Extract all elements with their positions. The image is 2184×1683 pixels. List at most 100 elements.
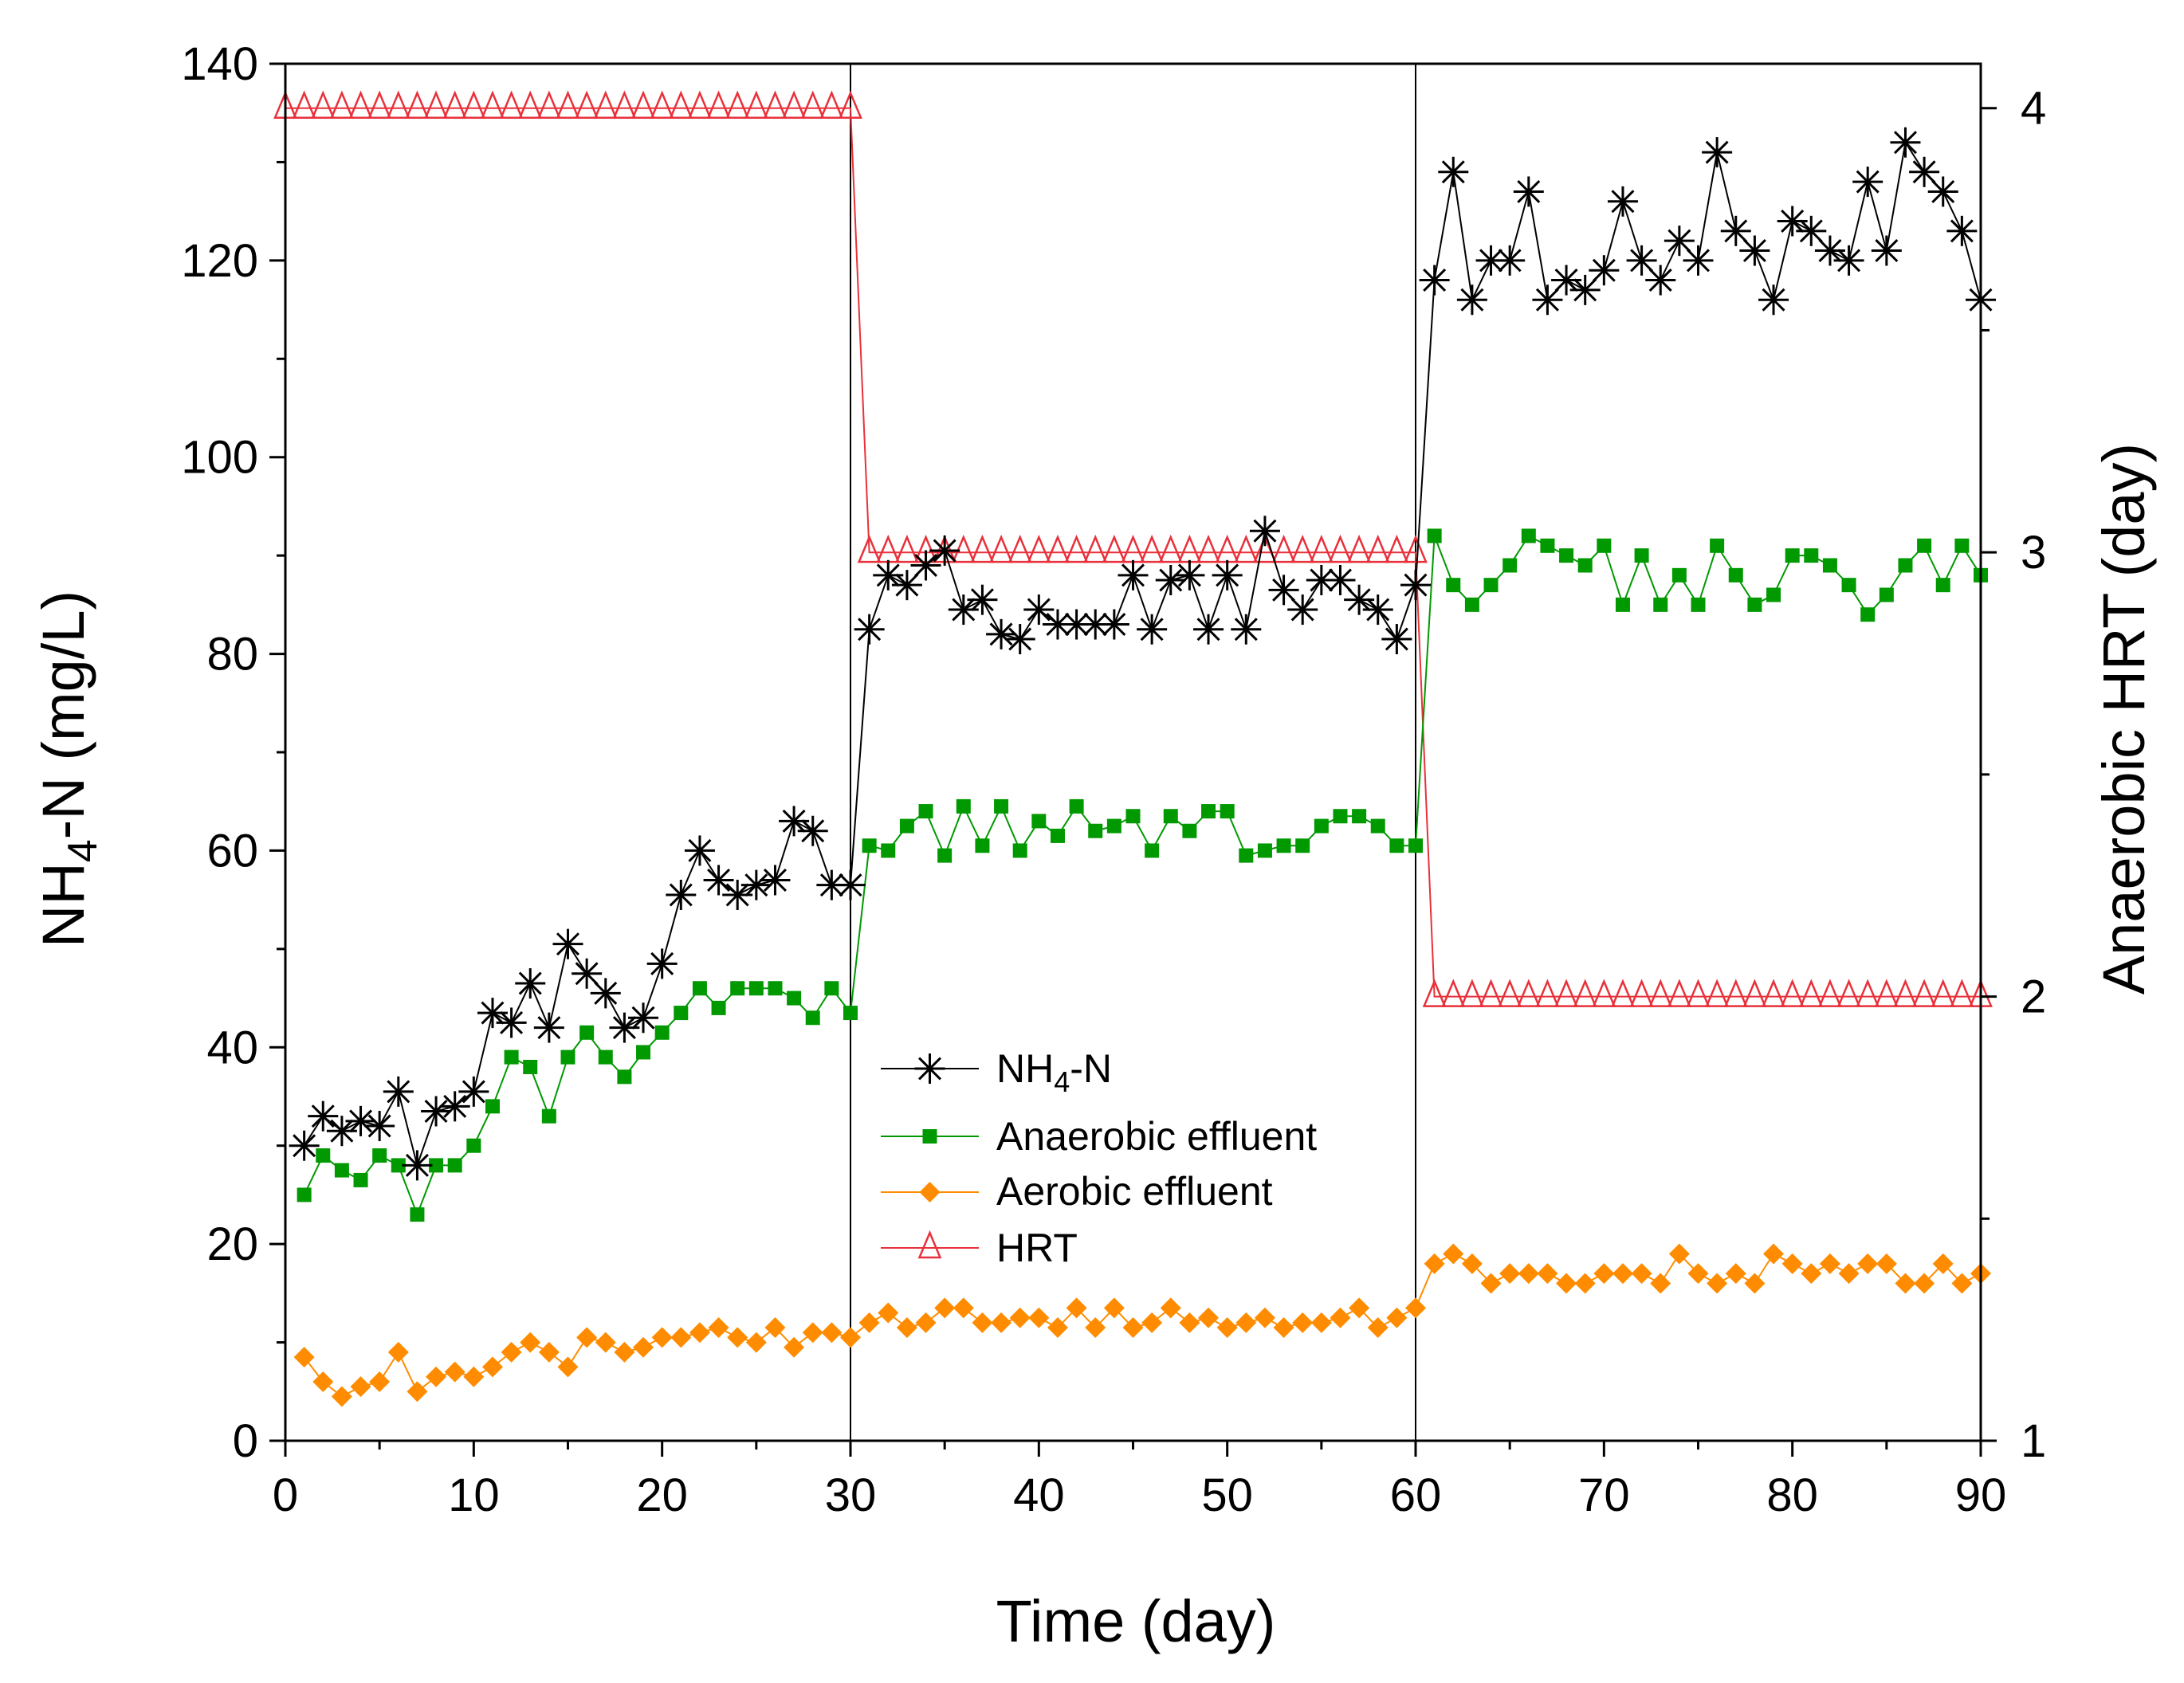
data-point	[1405, 1297, 1426, 1319]
data-point	[334, 1163, 349, 1178]
asterisk-stroke	[1347, 588, 1371, 612]
asterisk-stroke	[518, 971, 542, 995]
data-point	[353, 1172, 368, 1187]
legend-marker-aerobic	[919, 1182, 941, 1202]
data-point	[1347, 534, 1371, 563]
asterisk-stroke	[424, 1100, 448, 1124]
data-point	[1325, 565, 1356, 595]
data-point	[740, 869, 772, 900]
legend-marker-anaerobic	[922, 1129, 937, 1144]
data-point	[1212, 559, 1243, 590]
x-tick-label: 10	[448, 1469, 500, 1521]
data-point	[444, 1361, 465, 1383]
data-point	[1292, 1312, 1314, 1333]
data-point	[1495, 245, 1526, 276]
data-point	[839, 90, 862, 119]
asterisk-stroke	[1046, 613, 1070, 637]
asterisk-stroke	[1385, 627, 1408, 651]
asterisk-stroke	[1328, 568, 1352, 592]
data-point	[1273, 1317, 1294, 1339]
data-point	[557, 1356, 579, 1378]
data-point	[1592, 979, 1616, 1007]
data-point	[1597, 538, 1612, 553]
data-point	[1728, 567, 1743, 583]
data-point	[1182, 823, 1197, 838]
data-point	[1879, 587, 1894, 602]
data-point	[1008, 534, 1032, 563]
data-point	[1763, 1243, 1785, 1265]
data-point	[504, 1049, 519, 1065]
data-point	[372, 1148, 387, 1163]
data-point	[1554, 979, 1578, 1007]
data-point	[439, 1091, 470, 1122]
data-point	[1201, 804, 1216, 819]
data-point	[1540, 538, 1555, 553]
asterisk-stroke	[330, 1119, 354, 1143]
asterisk-stroke	[1290, 598, 1314, 622]
data-point	[331, 1386, 352, 1407]
axes: 0 10 20 30 40 50 60 70 80 90 0 20 40 60 80 100 120 140 1 2 3…	[181, 38, 2046, 1521]
data-point	[787, 991, 802, 1006]
data-point	[706, 90, 731, 119]
data-point	[650, 90, 674, 119]
data-point	[1141, 1312, 1163, 1333]
data-point	[1720, 215, 1751, 246]
data-point	[1310, 1312, 1332, 1333]
data-point	[862, 838, 877, 853]
data-point	[934, 1297, 956, 1319]
data-point	[533, 1012, 564, 1043]
data-point	[688, 90, 712, 119]
data-point	[345, 1105, 376, 1136]
data-point	[410, 1207, 425, 1222]
data-point	[1362, 594, 1393, 626]
data-point	[896, 1317, 917, 1339]
asterisk-stroke	[801, 819, 825, 843]
series-aerobic	[293, 1243, 1991, 1407]
asterisk-stroke	[367, 1114, 391, 1138]
asterisk-stroke	[914, 553, 938, 577]
data-point	[956, 798, 971, 814]
asterisk-stroke	[1159, 568, 1183, 592]
data-point	[915, 1312, 937, 1333]
data-point	[1419, 265, 1450, 296]
y-tick-label: 60	[206, 825, 258, 877]
asterisk-stroke	[1687, 249, 1710, 273]
data-point	[1895, 1273, 1916, 1294]
data-point	[458, 1076, 489, 1107]
data-point	[1593, 1263, 1615, 1285]
x-tick-label: 90	[1955, 1469, 2007, 1521]
data-point	[308, 1100, 339, 1132]
y2-tick-label: 2	[2021, 971, 2046, 1023]
x-tick-label: 60	[1390, 1469, 1442, 1521]
data-point	[1330, 1307, 1351, 1328]
asterisk-stroke	[970, 588, 994, 612]
data-point	[1102, 534, 1126, 563]
y-tick-label: 40	[206, 1022, 258, 1073]
data-point	[1893, 979, 1918, 1007]
data-point	[292, 90, 316, 119]
data-point	[462, 90, 486, 119]
asterisk-stroke	[311, 1104, 335, 1128]
data-point	[556, 90, 580, 119]
data-point	[1306, 565, 1337, 595]
data-point	[593, 90, 618, 119]
asterisk-stroke	[537, 1016, 561, 1040]
x-tick-label: 80	[1766, 1469, 1818, 1521]
data-point	[1898, 558, 1913, 573]
data-point	[1683, 245, 1714, 276]
legend-symbols	[881, 1053, 979, 1259]
data-point	[1290, 534, 1315, 563]
asterisk-stroke	[744, 873, 768, 897]
data-point	[426, 1366, 447, 1387]
data-point	[386, 90, 410, 119]
data-point	[1441, 979, 1466, 1007]
legend-label-nh4-sub: 4	[1054, 1065, 1070, 1098]
data-point	[878, 1302, 899, 1324]
data-point	[614, 1341, 635, 1363]
data-point	[1917, 538, 1932, 553]
asterisk-stroke	[1630, 249, 1654, 273]
asterisk-stroke	[1065, 613, 1089, 637]
data-point	[1352, 809, 1367, 824]
data-point	[1664, 226, 1695, 257]
x-axis-title: Time (day)	[996, 1588, 1276, 1654]
